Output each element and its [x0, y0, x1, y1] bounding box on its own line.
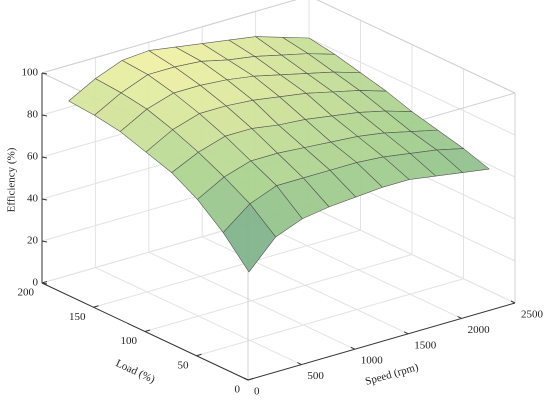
z-tick-label: 60 [27, 151, 39, 163]
x-tick [403, 331, 409, 335]
x-tick [510, 300, 516, 304]
z-tick [41, 156, 48, 159]
x-tick-label: 1500 [414, 339, 437, 351]
y-tick-label: 100 [121, 335, 138, 347]
y-tick [144, 329, 151, 332]
x-tick-label: 0 [254, 386, 260, 398]
floor-grid-line [93, 229, 361, 308]
z-tick-label: 0 [33, 277, 39, 289]
floor-grid-line [196, 278, 464, 357]
y-tick [247, 378, 254, 381]
y-tick-label: 50 [178, 359, 190, 371]
x-tick-label: 1000 [361, 355, 384, 367]
y-tick [93, 305, 99, 308]
box-edge [41, 0, 297, 74]
z-tick [41, 114, 48, 117]
wall-grid-line [308, 205, 516, 304]
x-tick-label: 2000 [468, 324, 491, 336]
y-tick [196, 353, 202, 357]
z-tick [41, 240, 48, 243]
z-tick [41, 198, 48, 201]
y-tick [41, 281, 48, 284]
z-tick-label: 40 [27, 193, 39, 205]
z-tick-label: 20 [27, 235, 39, 247]
x-tick [457, 315, 462, 319]
z-axis-label: Efficiency (%) [6, 147, 18, 212]
x-tick [350, 346, 356, 350]
y-tick-label: 150 [69, 311, 86, 323]
wall-grid-line [308, 37, 516, 136]
z-tick [41, 72, 48, 75]
floor-grid-line [144, 254, 413, 332]
surface-patch [222, 203, 276, 273]
box-edge [316, 0, 516, 94]
y-axis-label: Load (%) [114, 357, 157, 386]
y-tick-label: 0 [235, 384, 241, 396]
x-tick-label: 2500 [521, 309, 544, 321]
x-tick [297, 362, 302, 366]
y-tick-label: 200 [18, 287, 35, 299]
x-tick [243, 377, 249, 381]
x-tick-label: 500 [307, 370, 324, 382]
axis-line [247, 302, 516, 381]
z-tick-label: 80 [27, 109, 39, 121]
z-tick-label: 100 [22, 67, 39, 79]
